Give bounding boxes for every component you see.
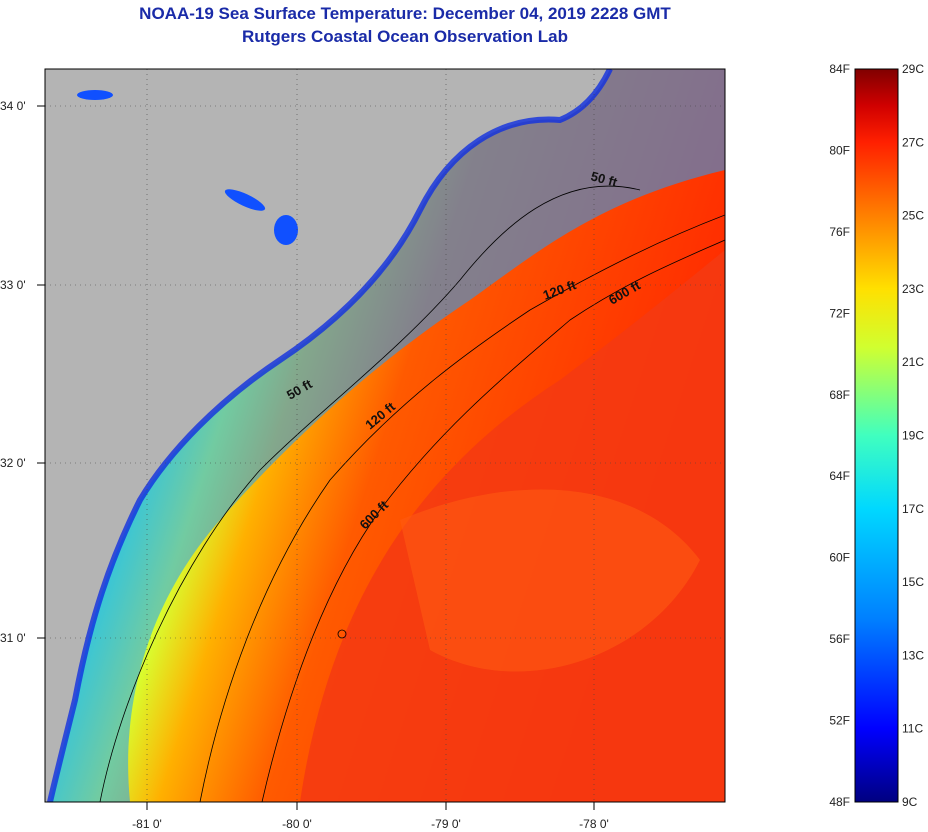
inland-river — [224, 189, 266, 211]
colorbar-c-label: 29C — [902, 62, 924, 76]
colorbar-c-label: 9C — [902, 795, 918, 809]
map-subtitle: Rutgers Coastal Ocean Observation Lab — [242, 27, 568, 46]
warm-eddy — [400, 489, 700, 672]
colorbar-f-label: 52F — [829, 714, 850, 728]
colorbar-f-label: 60F — [829, 551, 850, 565]
lon-tick-label: -79 0' — [431, 817, 461, 831]
map-title: NOAA-19 Sea Surface Temperature: Decembe… — [139, 4, 671, 23]
colorbar-c-label: 23C — [902, 282, 924, 296]
colorbar-c-label: 11C — [902, 722, 923, 736]
colorbar-c-label: 25C — [902, 209, 924, 223]
coastline — [47, 69, 613, 802]
inland-lake — [274, 215, 298, 245]
lat-tick-label: 31 0' — [0, 631, 26, 645]
land-mass — [45, 69, 610, 802]
colorbar-f-label: 68F — [829, 388, 850, 402]
contour-120ft — [199, 214, 725, 802]
colorbar-c-label: 21C — [902, 355, 924, 369]
colorbar-c-label: 15C — [902, 575, 924, 589]
lat-tick-label: 32 0' — [0, 456, 26, 470]
colorbar-fahrenheit-labels: 84F 80F 76F 72F 68F 64F 60F 56F 52F 48F — [829, 62, 850, 809]
colorbar-f-label: 56F — [829, 632, 850, 646]
lon-tick-label: -81 0' — [132, 817, 162, 831]
lat-tick-label: 34 0' — [0, 99, 26, 113]
colorbar — [854, 68, 899, 803]
colorbar-f-label: 80F — [829, 143, 850, 157]
colorbar-c-label: 19C — [902, 429, 924, 443]
colorbar-celsius-labels: 29C 27C 25C 23C 21C 19C 17C 15C 13C 11C 9C — [902, 62, 924, 809]
map-frame — [44, 68, 726, 803]
axis-ticks — [37, 105, 595, 810]
contour-50ft — [99, 185, 641, 802]
colorbar-f-label: 76F — [829, 225, 850, 239]
colorbar-f-label: 64F — [829, 469, 850, 483]
colorbar-f-label: 84F — [829, 62, 850, 76]
colorbar-c-label: 27C — [902, 135, 924, 149]
lon-tick-label: -80 0' — [282, 817, 312, 831]
colorbar-f-label: 48F — [829, 795, 850, 809]
map-area — [45, 69, 725, 802]
lon-tick-label: -78 0' — [579, 817, 609, 831]
colorbar-c-label: 13C — [902, 648, 924, 662]
inland-lake-north — [77, 90, 113, 100]
colorbar-c-label: 17C — [902, 502, 924, 516]
contour-loop — [337, 629, 347, 639]
contour-600ft — [261, 239, 725, 802]
colorbar-f-label: 72F — [829, 306, 850, 320]
lat-tick-label: 33 0' — [0, 278, 26, 292]
graticule — [45, 69, 725, 802]
contour-label: 50 ft — [589, 168, 619, 190]
